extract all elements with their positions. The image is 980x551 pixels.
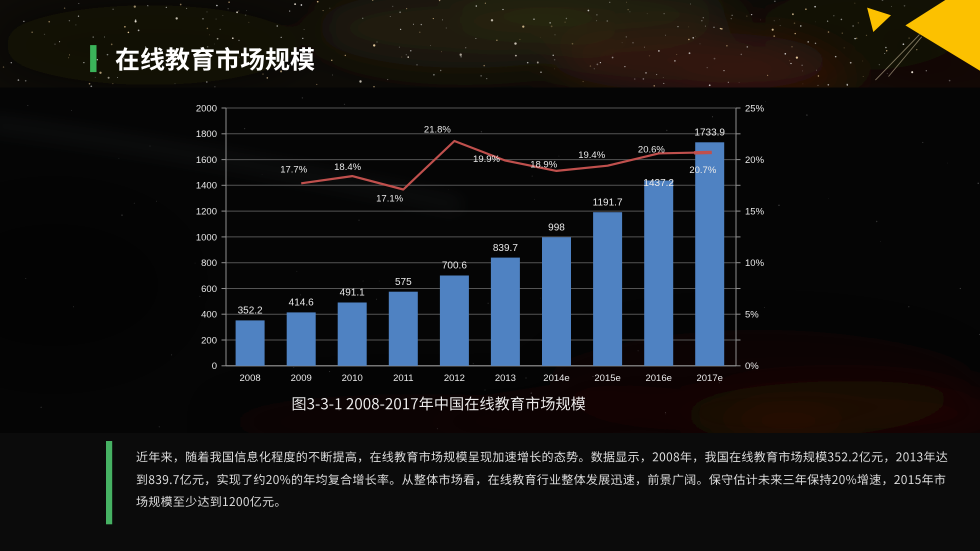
- svg-text:18.4%: 18.4%: [334, 162, 361, 173]
- svg-text:18.9%: 18.9%: [530, 159, 557, 170]
- svg-text:800: 800: [201, 258, 217, 269]
- svg-text:0%: 0%: [745, 361, 759, 372]
- svg-text:2009: 2009: [291, 373, 312, 384]
- svg-text:491.1: 491.1: [340, 288, 365, 299]
- svg-text:1437.2: 1437.2: [643, 178, 674, 189]
- svg-text:1000: 1000: [196, 232, 217, 243]
- svg-text:20%: 20%: [745, 155, 765, 166]
- svg-text:17.7%: 17.7%: [280, 164, 307, 175]
- svg-text:25%: 25%: [745, 103, 765, 114]
- svg-text:21.8%: 21.8%: [424, 125, 451, 136]
- svg-text:10%: 10%: [745, 258, 765, 269]
- svg-text:19.9%: 19.9%: [473, 154, 500, 165]
- svg-text:19.4%: 19.4%: [578, 150, 605, 161]
- svg-text:2015e: 2015e: [594, 373, 620, 384]
- svg-text:0: 0: [212, 361, 217, 372]
- svg-text:1200: 1200: [196, 207, 217, 218]
- svg-text:1400: 1400: [196, 181, 217, 192]
- svg-text:1191.7: 1191.7: [593, 197, 623, 208]
- svg-text:998: 998: [548, 222, 565, 233]
- svg-text:575: 575: [395, 277, 412, 288]
- svg-text:600: 600: [201, 284, 217, 295]
- svg-text:700.6: 700.6: [442, 261, 467, 272]
- svg-text:2017e: 2017e: [696, 373, 722, 384]
- svg-text:2014e: 2014e: [543, 373, 569, 384]
- svg-text:2016e: 2016e: [645, 373, 671, 384]
- svg-text:839.7: 839.7: [493, 243, 518, 254]
- svg-text:2008: 2008: [240, 373, 261, 384]
- svg-text:20.7%: 20.7%: [689, 165, 716, 176]
- svg-text:17.1%: 17.1%: [376, 193, 403, 204]
- svg-text:1600: 1600: [196, 155, 217, 166]
- svg-text:200: 200: [201, 335, 217, 346]
- svg-text:15%: 15%: [745, 207, 765, 218]
- svg-text:1733.9: 1733.9: [694, 128, 725, 139]
- svg-text:1800: 1800: [196, 129, 217, 140]
- svg-text:2012: 2012: [444, 373, 465, 384]
- svg-text:352.2: 352.2: [238, 306, 263, 317]
- svg-text:20.6%: 20.6%: [638, 145, 665, 156]
- svg-text:2010: 2010: [342, 373, 363, 384]
- svg-text:400: 400: [201, 310, 217, 321]
- svg-text:2013: 2013: [495, 373, 516, 384]
- svg-text:2011: 2011: [393, 373, 413, 384]
- svg-text:414.6: 414.6: [289, 298, 314, 309]
- svg-text:2000: 2000: [196, 103, 217, 114]
- svg-text:5%: 5%: [745, 310, 759, 321]
